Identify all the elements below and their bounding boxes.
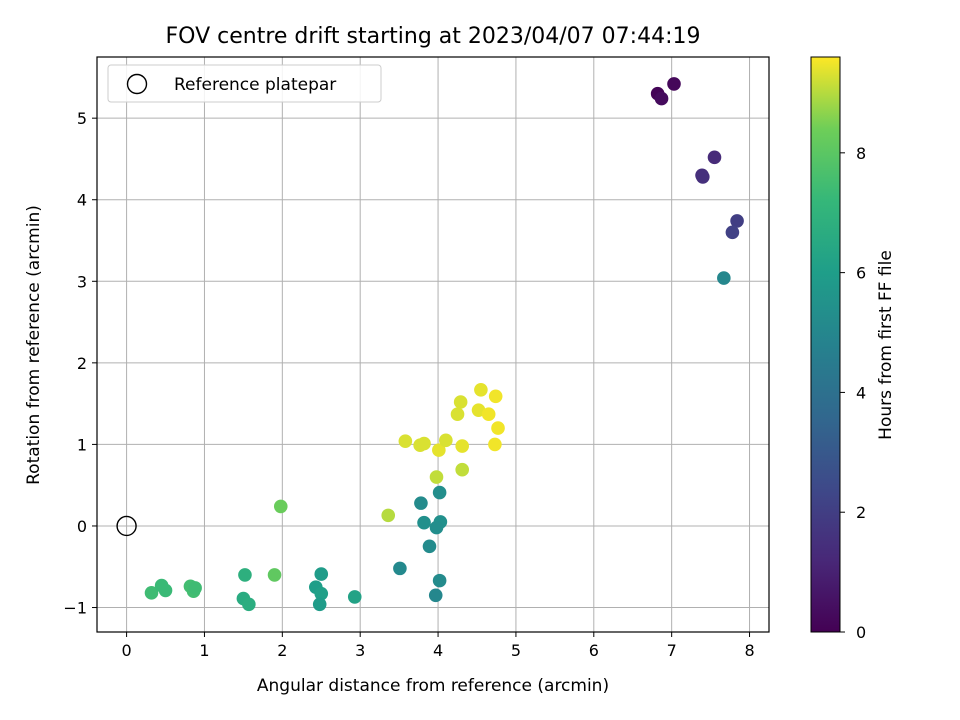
data-point [242, 597, 256, 612]
data-point [439, 433, 453, 448]
data-point [707, 150, 722, 165]
data-point [488, 389, 503, 404]
x-tick-label: 5 [511, 641, 521, 660]
x-tick-label: 3 [355, 641, 365, 660]
data-point [393, 561, 407, 576]
data-point [667, 77, 681, 91]
colorbar-tick-label: 6 [856, 264, 866, 283]
data-point [488, 437, 502, 452]
legend-box [107, 64, 382, 103]
data-point [696, 170, 710, 184]
data-point [314, 586, 329, 601]
data-point [432, 485, 447, 500]
x-tick-label: 4 [433, 641, 443, 660]
x-tick-label: 0 [121, 641, 131, 660]
data-point [417, 515, 431, 530]
x-tick-label: 7 [667, 641, 677, 660]
data-point [414, 496, 428, 510]
colorbar-tick-label: 2 [856, 503, 866, 522]
legend: Reference platepar [107, 64, 382, 103]
data-point [717, 271, 731, 285]
chart-title: FOV centre drift starting at 2023/04/07 … [166, 24, 701, 49]
colorbar-label: Hours from first FF file [876, 250, 896, 440]
data-point [428, 588, 443, 603]
reference-platepar-marker [116, 515, 137, 537]
x-tick-label: 1 [199, 641, 209, 660]
x-axis-ticks: 0 1 2 3 4 5 6 7 8 [121, 632, 755, 660]
y-tick-label: 2 [77, 354, 87, 373]
data-point [312, 597, 327, 612]
x-tick-label: 8 [744, 641, 754, 660]
legend-marker-open-circle [126, 73, 148, 95]
x-tick-label: 6 [589, 641, 599, 660]
data-point [481, 407, 496, 422]
data-point [429, 470, 444, 484]
y-tick-label: 0 [77, 517, 87, 536]
data-point [273, 499, 288, 514]
colorbar-tick-label: 8 [856, 144, 866, 163]
y-axis-label: Rotation from reference (arcmin) [24, 205, 44, 485]
data-point [238, 568, 252, 582]
colorbar-tick-label: 0 [856, 623, 866, 642]
data-point [453, 395, 468, 409]
data-point [144, 586, 159, 600]
legend-entry-reference-platepar: Reference platepar [174, 75, 336, 95]
data-point [491, 421, 505, 435]
data-point [432, 443, 446, 457]
data-point [455, 439, 470, 453]
data-point [730, 214, 744, 228]
data-point [381, 508, 396, 523]
data-point [347, 590, 362, 604]
y-axis-ticks: −1 0 1 2 3 4 5 [63, 109, 97, 618]
colorbar-tick-label: 4 [856, 383, 866, 402]
x-tick-label: 2 [277, 641, 287, 660]
data-point [422, 539, 437, 554]
data-point [725, 225, 740, 240]
y-tick-label: −1 [63, 599, 87, 618]
data-point [398, 434, 413, 448]
colorbar [810, 56, 841, 633]
y-tick-label: 1 [77, 435, 87, 454]
data-point [455, 462, 470, 477]
data-point [417, 436, 431, 451]
data-point [267, 568, 282, 582]
y-tick-label: 4 [77, 191, 87, 210]
plot-frame [96, 56, 770, 633]
data-points [144, 77, 744, 612]
x-axis-label: Angular distance from reference (arcmin) [257, 676, 609, 696]
colorbar-ticks: 0 2 4 6 8 [840, 144, 866, 642]
y-tick-label: 5 [77, 109, 87, 128]
data-point [654, 91, 669, 106]
data-point [158, 583, 173, 598]
data-point [429, 520, 444, 535]
data-point [432, 573, 447, 588]
y-tick-label: 3 [77, 272, 87, 291]
data-point [450, 407, 465, 422]
reference-marker-group [116, 515, 137, 537]
data-point [474, 382, 488, 397]
data-point [314, 567, 329, 581]
data-point [188, 581, 202, 595]
